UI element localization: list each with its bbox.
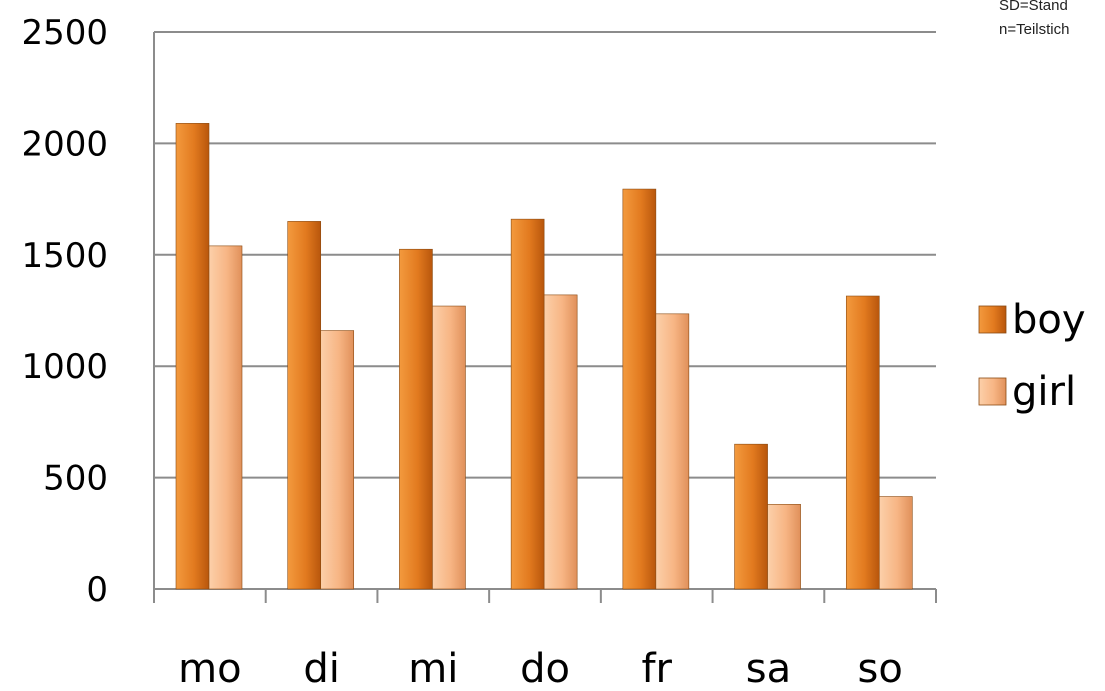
y-tick-label: 2000 <box>21 124 108 164</box>
x-tick-label: mi <box>408 646 458 691</box>
legend: boy girl <box>978 297 1086 415</box>
gridlines <box>154 31 936 479</box>
note-line-2: n=Teilstich <box>999 21 1069 38</box>
legend-swatch-girl <box>978 377 1007 406</box>
bar-boy-sa <box>734 443 768 590</box>
x-tick-label: sa <box>746 646 791 691</box>
bars <box>175 123 913 590</box>
x-tick-label: so <box>857 646 902 691</box>
axis-labels: 0 500 1000 1500 2000 2500 mo di mi do fr sa so <box>21 13 902 691</box>
y-tick-label: 500 <box>43 459 108 499</box>
bar-girl-so <box>878 496 913 590</box>
bar-boy-di <box>287 221 322 590</box>
bar-boy-fr <box>622 188 657 590</box>
bar-girl-di <box>320 330 355 590</box>
legend-label-girl: girl <box>1012 369 1076 415</box>
legend-swatch-boy <box>978 305 1007 334</box>
note-line-1: SD=Stand <box>999 0 1068 14</box>
y-tick-label: 2500 <box>21 13 108 53</box>
bar-boy-so <box>845 295 880 590</box>
y-tick-label: 1500 <box>21 236 108 276</box>
bar-boy-do <box>510 218 545 590</box>
bar-girl-mi <box>432 305 466 590</box>
x-tick-label: mo <box>178 646 241 691</box>
legend-label-boy: boy <box>1012 297 1086 343</box>
bar-boy-mo <box>175 123 210 590</box>
bar-girl-sa <box>767 504 801 590</box>
corner-note: SD=Stand n=Teilstich <box>999 0 1069 38</box>
y-tick-label: 0 <box>86 570 108 610</box>
x-tick-label: fr <box>641 646 672 691</box>
bar-boy-mi <box>399 248 433 590</box>
bar-girl-fr <box>655 313 690 590</box>
x-tick-label: do <box>520 646 570 691</box>
y-tick-label: 1000 <box>21 347 108 387</box>
bar-girl-do <box>543 294 578 590</box>
x-tick-label: di <box>303 646 340 691</box>
bar-girl-mo <box>208 245 243 590</box>
